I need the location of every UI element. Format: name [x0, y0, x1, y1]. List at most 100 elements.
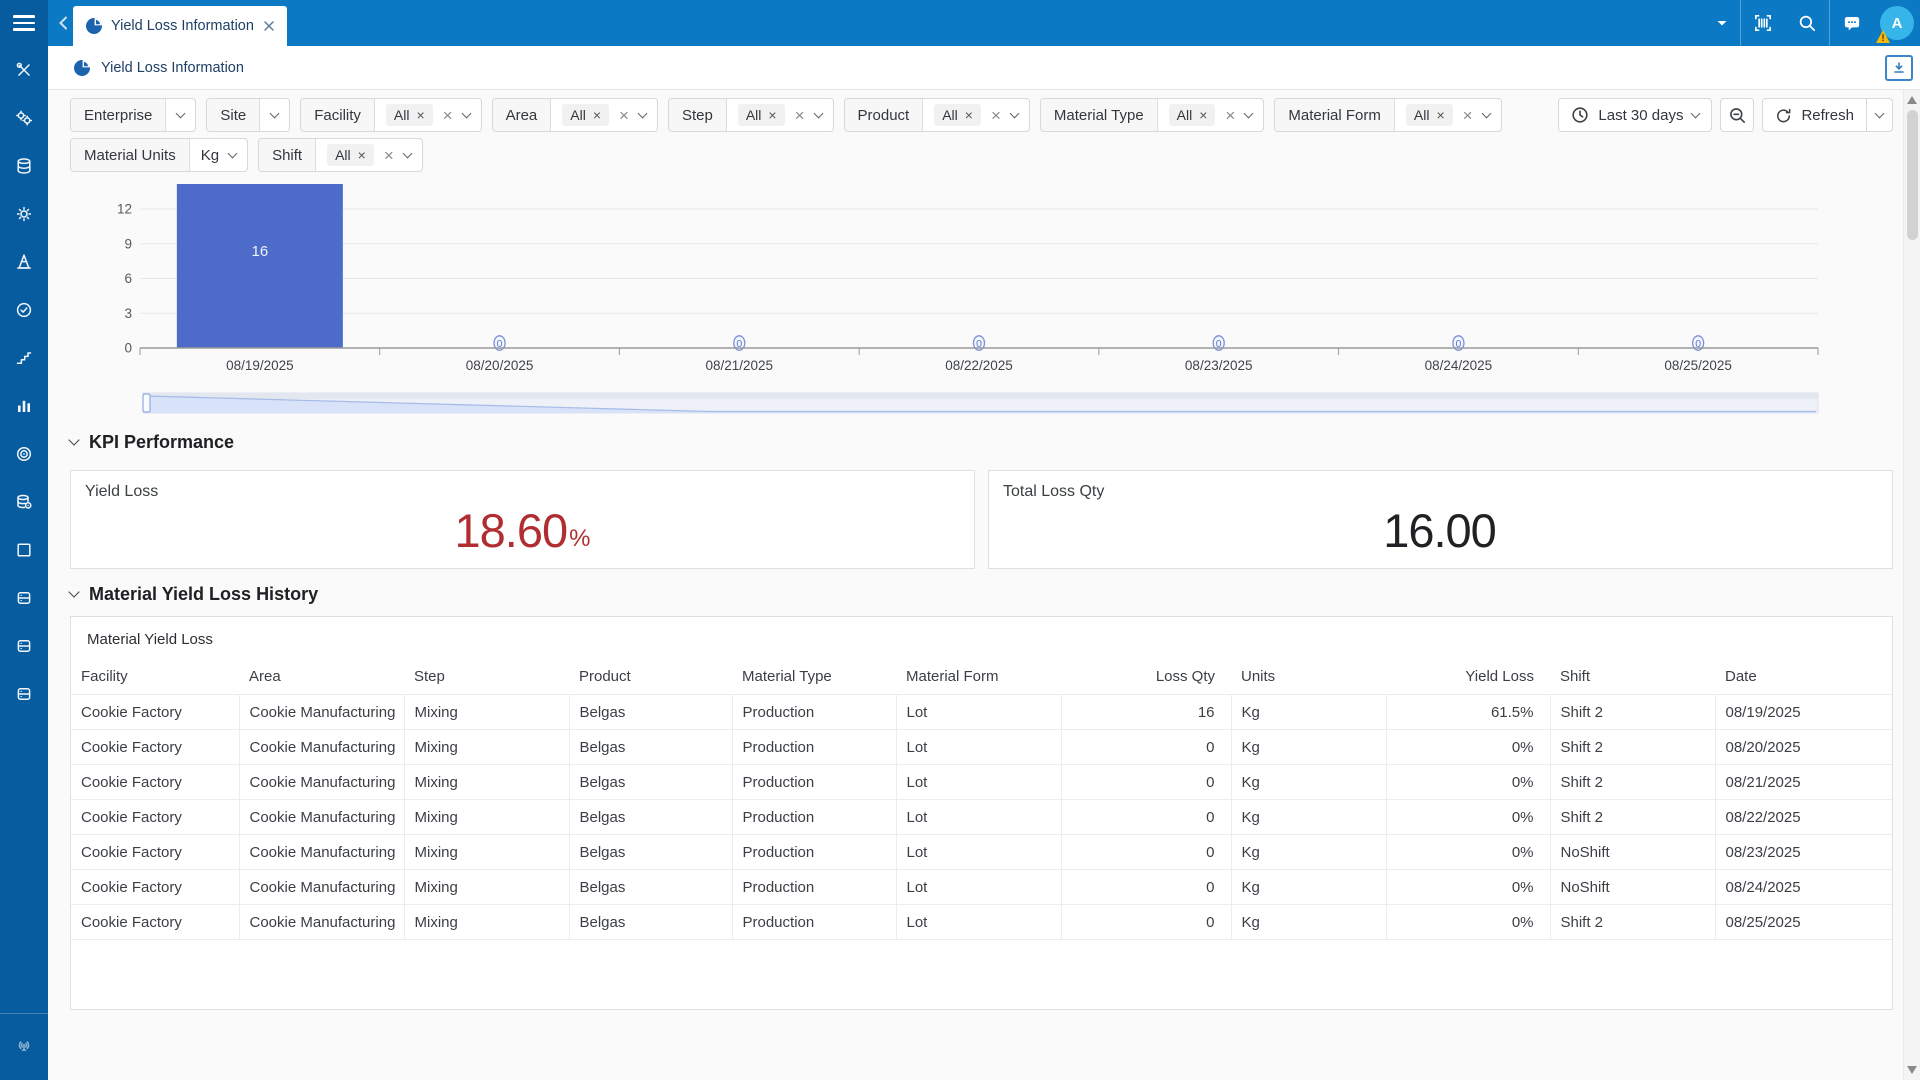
tab-yield-loss-information[interactable]: Yield Loss Information — [73, 6, 287, 46]
chart-toolbar: Last 30 days Refresh — [1558, 98, 1893, 132]
table-cell: 0 — [1061, 905, 1231, 940]
filter-chip-facility[interactable]: FacilityAll×× — [300, 98, 481, 132]
vertical-scrollbar[interactable] — [1903, 90, 1920, 1080]
table-row[interactable]: Cookie FactoryCookie ManufacturingMixing… — [71, 870, 1892, 905]
gear-sync-icon[interactable] — [0, 190, 48, 238]
column-header[interactable]: Loss Qty — [1061, 661, 1231, 695]
filter-chip-material-units[interactable]: Material UnitsKg — [70, 138, 248, 172]
chevron-down-icon[interactable] — [638, 108, 648, 118]
column-header[interactable]: Date — [1715, 661, 1892, 695]
filter-chip-site[interactable]: Site — [206, 98, 290, 132]
topbar-dropdown-caret-icon[interactable] — [1704, 0, 1740, 46]
column-header[interactable]: Material Type — [732, 661, 896, 695]
zoom-out-button[interactable] — [1720, 98, 1754, 132]
scrollbar-thumb[interactable] — [1907, 110, 1918, 240]
chevron-down-icon[interactable] — [176, 108, 186, 118]
remove-value-icon[interactable]: × — [768, 108, 776, 122]
traffic-cone-icon[interactable] — [0, 238, 48, 286]
remove-value-icon[interactable]: × — [358, 148, 366, 162]
user-avatar[interactable]: A — [1874, 0, 1920, 46]
server-icon[interactable] — [0, 670, 48, 718]
table-cell: Cookie Factory — [71, 905, 239, 940]
server-icon[interactable] — [0, 574, 48, 622]
clear-filter-icon[interactable]: × — [795, 107, 805, 124]
filter-chip-product[interactable]: ProductAll×× — [844, 98, 1030, 132]
remove-value-icon[interactable]: × — [593, 108, 601, 122]
filter-chip-enterprise[interactable]: Enterprise — [70, 98, 196, 132]
column-header[interactable]: Step — [404, 661, 569, 695]
filter-chip-material-form[interactable]: Material FormAll×× — [1274, 98, 1501, 132]
table-cell: Cookie Manufacturing — [239, 695, 404, 730]
chat-icon[interactable] — [1830, 0, 1874, 46]
check-circle-icon[interactable] — [0, 286, 48, 334]
clear-filter-icon[interactable]: × — [443, 107, 453, 124]
refresh-options-button[interactable] — [1866, 99, 1892, 131]
chevron-down-icon[interactable] — [1481, 108, 1491, 118]
history-section-title: Material Yield Loss History — [89, 584, 318, 605]
scroll-up-arrow[interactable] — [1907, 96, 1917, 104]
column-header[interactable]: Yield Loss — [1386, 661, 1550, 695]
kpi-section-header: KPI Performance — [70, 432, 234, 453]
table-cell: Shift 2 — [1550, 800, 1715, 835]
gears-icon[interactable] — [0, 94, 48, 142]
chevron-down-icon[interactable] — [1009, 108, 1019, 118]
table-row[interactable]: Cookie FactoryCookie ManufacturingMixing… — [71, 800, 1892, 835]
chevron-down-icon[interactable] — [1244, 108, 1254, 118]
remove-value-icon[interactable]: × — [1199, 108, 1207, 122]
table-row[interactable]: Cookie FactoryCookie ManufacturingMixing… — [71, 695, 1892, 730]
barcode-scanner-icon[interactable] — [1741, 0, 1785, 46]
chevron-down-icon[interactable] — [228, 148, 238, 158]
clear-filter-icon[interactable]: × — [1463, 107, 1473, 124]
filter-chip-shift[interactable]: ShiftAll×× — [258, 138, 423, 172]
target-icon[interactable] — [0, 430, 48, 478]
remove-value-icon[interactable]: × — [965, 108, 973, 122]
tab-back-chevron-icon[interactable] — [54, 13, 74, 33]
workflow-steps-icon[interactable] — [0, 334, 48, 382]
column-header[interactable]: Facility — [71, 661, 239, 695]
table-row[interactable]: Cookie FactoryCookie ManufacturingMixing… — [71, 835, 1892, 870]
table-cell: Kg — [1231, 730, 1386, 765]
remove-value-icon[interactable]: × — [1436, 108, 1444, 122]
clear-filter-icon[interactable]: × — [1225, 107, 1235, 124]
bar-chart-icon[interactable] — [0, 382, 48, 430]
table-row[interactable]: Cookie FactoryCookie ManufacturingMixing… — [71, 730, 1892, 765]
scroll-down-arrow[interactable] — [1907, 1066, 1917, 1074]
clear-filter-icon[interactable]: × — [991, 107, 1001, 124]
clear-filter-icon[interactable]: × — [619, 107, 629, 124]
column-header[interactable]: Shift — [1550, 661, 1715, 695]
tab-close-icon[interactable] — [261, 18, 277, 34]
navigator-handle[interactable] — [143, 394, 150, 412]
tab-title: Yield Loss Information — [111, 18, 253, 34]
chart-bar[interactable] — [177, 184, 343, 348]
filter-chip-step[interactable]: StepAll×× — [668, 98, 834, 132]
chevron-down-icon[interactable] — [461, 108, 471, 118]
refresh-button[interactable]: Refresh — [1763, 99, 1866, 131]
crossed-tools-icon[interactable] — [0, 46, 48, 94]
server-icon[interactable] — [0, 622, 48, 670]
filter-chip-material-type[interactable]: Material TypeAll×× — [1040, 98, 1264, 132]
table-row[interactable]: Cookie FactoryCookie ManufacturingMixing… — [71, 905, 1892, 940]
chevron-down-icon[interactable] — [813, 108, 823, 118]
collapse-chevron-icon[interactable] — [68, 434, 79, 445]
database-view-icon[interactable] — [0, 478, 48, 526]
dock-panel-button[interactable] — [1885, 55, 1913, 81]
chevron-down-icon[interactable] — [270, 108, 280, 118]
column-header[interactable]: Units — [1231, 661, 1386, 695]
clear-filter-icon[interactable]: × — [384, 147, 394, 164]
column-header[interactable]: Area — [239, 661, 404, 695]
table-cell: Cookie Manufacturing — [239, 800, 404, 835]
remove-value-icon[interactable]: × — [416, 108, 424, 122]
column-header[interactable]: Product — [569, 661, 732, 695]
chevron-down-icon[interactable] — [402, 148, 412, 158]
collapse-chevron-icon[interactable] — [68, 586, 79, 597]
yield-loss-bar-chart[interactable]: 0369121600000008/19/202508/20/202508/21/… — [70, 180, 1881, 420]
date-range-button[interactable]: Last 30 days — [1558, 98, 1712, 132]
table-row[interactable]: Cookie FactoryCookie ManufacturingMixing… — [71, 765, 1892, 800]
antenna-icon[interactable] — [0, 1022, 48, 1070]
filter-chip-area[interactable]: AreaAll×× — [492, 98, 658, 132]
column-header[interactable]: Material Form — [896, 661, 1061, 695]
hamburger-menu-icon[interactable] — [0, 0, 48, 46]
checkbox-square-icon[interactable] — [0, 526, 48, 574]
database-icon[interactable] — [0, 142, 48, 190]
search-icon[interactable] — [1785, 0, 1829, 46]
